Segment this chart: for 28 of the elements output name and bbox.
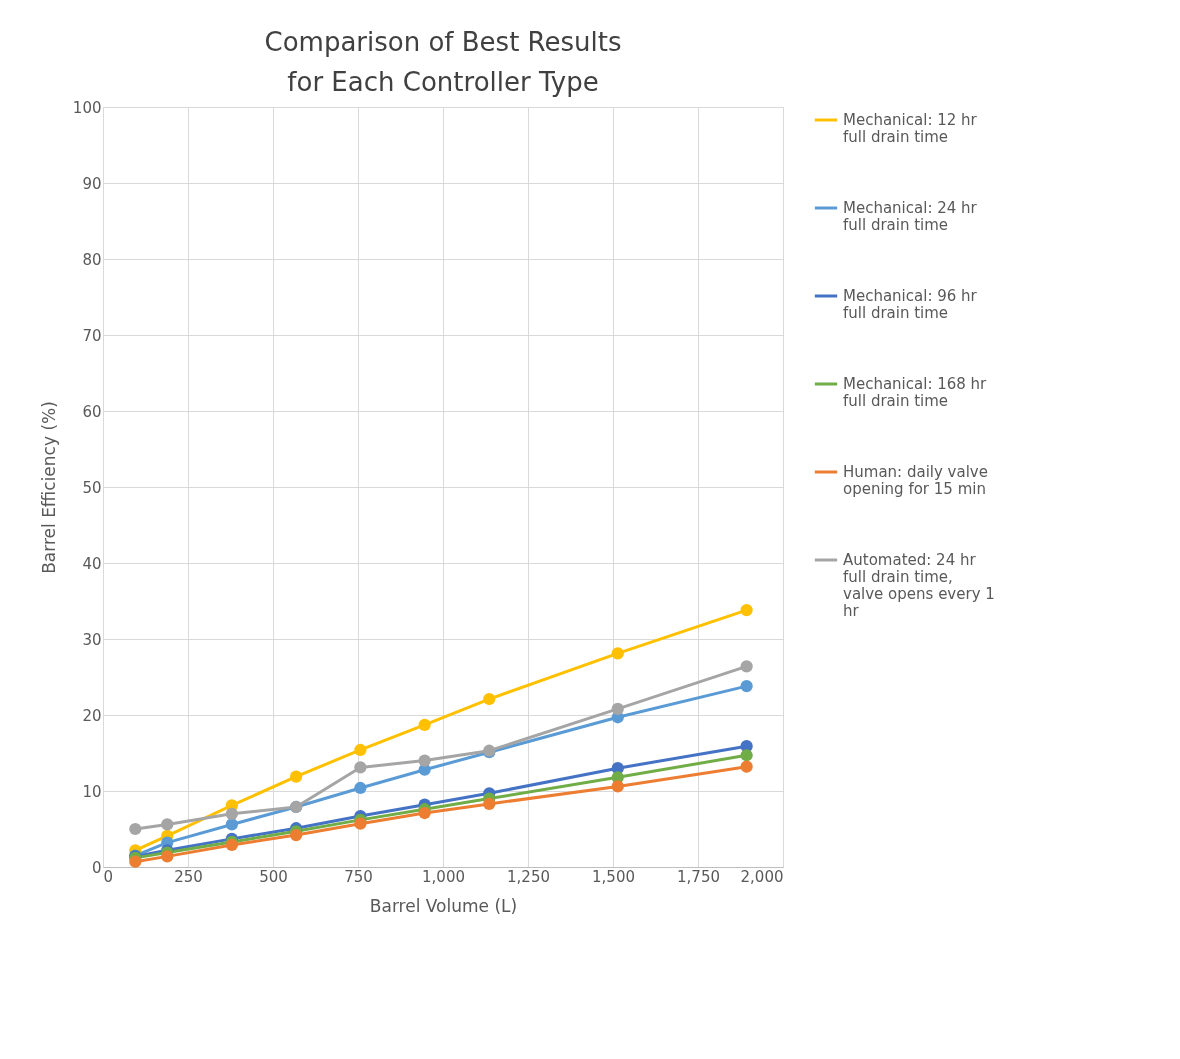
- legend-label: Mechanical: 12 hr full drain time: [843, 111, 978, 146]
- y-tick-label: 40: [82, 554, 102, 573]
- legend-label: Mechanical: 168 hr full drain time: [843, 375, 988, 410]
- y-tick-label: 90: [82, 174, 102, 193]
- y-tick-label: 70: [82, 326, 102, 345]
- y-tick-label: 60: [82, 402, 102, 421]
- y-tick-label: 100: [72, 98, 102, 117]
- y-tick-label: 80: [82, 250, 102, 269]
- x-tick-label: 1,000: [422, 867, 465, 886]
- legend-label: Human: daily valve opening for 15 min: [843, 463, 988, 498]
- x-tick-label: 750: [344, 867, 373, 886]
- y-tick-label: 50: [82, 478, 102, 497]
- chart-title: Comparison of Best Results for Each Controller Type: [264, 27, 622, 97]
- x-tick-label: 250: [174, 867, 203, 886]
- y-tick-label: 20: [82, 706, 102, 725]
- legend-label: Mechanical: 24 hr full drain time: [843, 199, 978, 234]
- x-axis-title: Barrel Volume (L): [369, 895, 518, 916]
- x-tick-label: 1,750: [677, 867, 720, 886]
- x-tick-label: 0: [103, 867, 114, 886]
- y-tick-label: 30: [82, 630, 102, 649]
- x-tick-label: 1,250: [507, 867, 550, 886]
- y-axis-title: Barrel Efficiency (%): [38, 401, 59, 574]
- y-tick-label: 10: [82, 782, 102, 801]
- x-tick-label: 500: [259, 867, 288, 886]
- x-tick-label: 1,500: [592, 867, 635, 886]
- x-tick-label: 2,000: [740, 867, 784, 886]
- legend-label: Automated: 24 hr full drain time, valve opens every 1 hr: [843, 551, 995, 620]
- legend-label: Mechanical: 96 hr full drain time: [843, 287, 978, 322]
